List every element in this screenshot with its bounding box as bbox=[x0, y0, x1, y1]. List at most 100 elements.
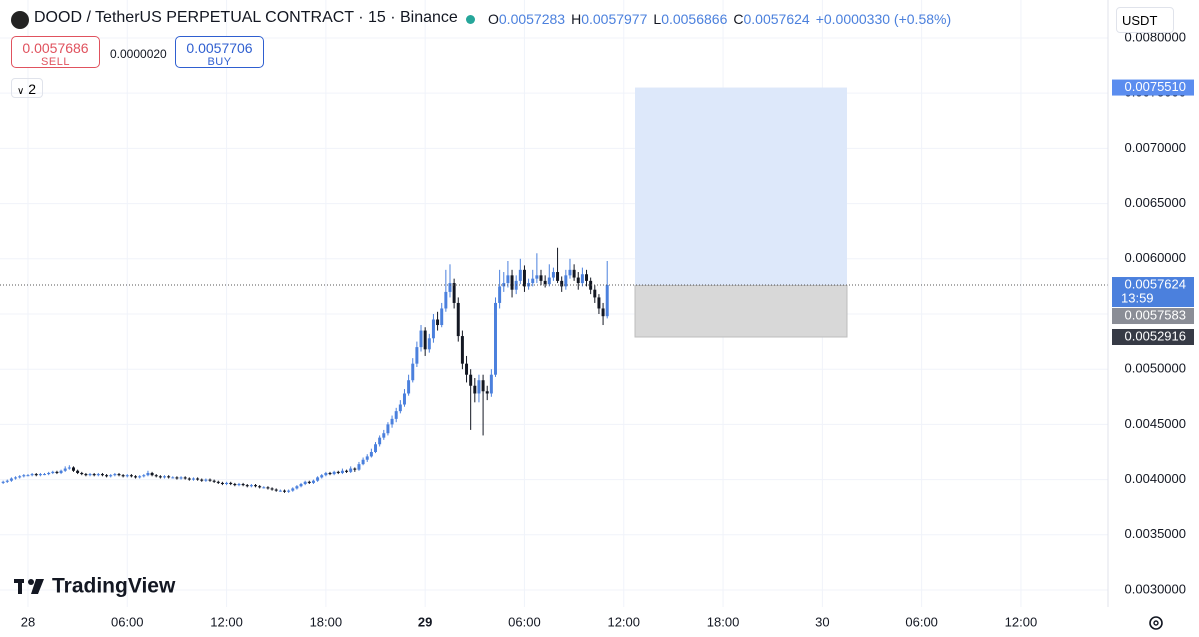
candle-body bbox=[88, 474, 92, 476]
candles bbox=[1, 247, 609, 493]
candle-body bbox=[531, 278, 535, 284]
candle-body bbox=[494, 302, 497, 375]
price-label-bg bbox=[1112, 328, 1194, 345]
candle-body bbox=[560, 280, 564, 287]
loss-zone bbox=[634, 284, 848, 338]
buy-label[interactable]: BUY bbox=[207, 56, 232, 68]
candle-body bbox=[266, 487, 270, 489]
candle-body bbox=[349, 468, 353, 472]
candle-body bbox=[204, 479, 208, 481]
gear[interactable] bbox=[1149, 616, 1163, 630]
candle-body bbox=[460, 336, 464, 364]
settings-icon[interactable] bbox=[1149, 616, 1163, 630]
x-tick-label: 12:00 bbox=[1005, 614, 1038, 629]
candle-body bbox=[506, 275, 510, 284]
indicator-toggle[interactable]: ∨ 2 bbox=[11, 78, 43, 98]
ohlc-key: L bbox=[653, 11, 662, 27]
candle-body bbox=[465, 363, 469, 375]
x-tick-label: 30 bbox=[815, 614, 829, 629]
candle-body bbox=[489, 374, 493, 394]
candle-body bbox=[241, 484, 245, 486]
position-tool bbox=[634, 87, 848, 338]
candle-body bbox=[361, 459, 365, 465]
candle-body bbox=[233, 484, 237, 486]
candle-body bbox=[431, 319, 435, 339]
candle-body bbox=[30, 474, 34, 476]
indicator-count[interactable]: 2 bbox=[28, 81, 37, 97]
candle-body bbox=[473, 385, 477, 394]
y-tick-label: 0.0070000 bbox=[1125, 140, 1186, 155]
candle-body bbox=[572, 269, 576, 278]
candle-body bbox=[200, 479, 204, 481]
ohlc-value: 0.0057977 bbox=[581, 11, 648, 27]
ohlc-change: +0.0000330 (+0.58%) bbox=[815, 11, 952, 27]
grid bbox=[0, 0, 1108, 607]
y-tick-label: 0.0050000 bbox=[1125, 361, 1186, 376]
candle-body bbox=[196, 478, 200, 480]
candle-body bbox=[63, 468, 67, 471]
candle-body bbox=[411, 363, 415, 381]
candle-body bbox=[270, 488, 274, 490]
y-tick-label: 0.0035000 bbox=[1125, 526, 1186, 541]
candle-body bbox=[129, 475, 133, 477]
buy-button[interactable]: 0.0057706 BUY bbox=[175, 36, 264, 68]
candle-body bbox=[191, 478, 195, 480]
candle-body bbox=[146, 472, 150, 476]
x-tick-label: 06:00 bbox=[508, 614, 541, 629]
candle-body bbox=[109, 475, 113, 477]
currency-button[interactable]: USDT bbox=[1116, 7, 1174, 33]
buy-price[interactable]: 0.0057706 bbox=[186, 40, 253, 56]
gear-hub[interactable] bbox=[1153, 620, 1159, 626]
x-tick-label: 18:00 bbox=[707, 614, 740, 629]
sell-button[interactable]: 0.0057686 SELL bbox=[11, 36, 100, 68]
chevron[interactable]: ∨ bbox=[17, 86, 25, 97]
candle-body bbox=[324, 472, 328, 476]
candle-body bbox=[382, 433, 386, 438]
brand: TradingView bbox=[52, 575, 176, 598]
candle-body bbox=[183, 477, 187, 479]
ohlc-value: 0.0056866 bbox=[661, 11, 728, 27]
candle-body bbox=[84, 474, 88, 476]
candle-body bbox=[175, 477, 179, 479]
candle-body bbox=[336, 471, 340, 473]
candle-body bbox=[444, 291, 448, 309]
candle-body bbox=[374, 444, 378, 452]
candle-body bbox=[38, 474, 42, 476]
candle-body bbox=[340, 470, 344, 473]
sell-label[interactable]: SELL bbox=[41, 56, 70, 68]
candle-body bbox=[510, 275, 514, 290]
candle-body bbox=[258, 486, 262, 488]
candle-body bbox=[601, 308, 605, 317]
price-label: 0.0057624 bbox=[1125, 276, 1186, 291]
candle-body bbox=[522, 269, 526, 287]
candle-body bbox=[353, 468, 357, 470]
candle-body bbox=[386, 424, 390, 434]
price-label-bg bbox=[1112, 79, 1194, 96]
candle-body bbox=[440, 308, 444, 326]
candle-body bbox=[423, 330, 427, 350]
x-tick-label: 12:00 bbox=[607, 614, 640, 629]
symbol-icon bbox=[11, 11, 29, 29]
candle-body bbox=[543, 280, 547, 285]
candle-body bbox=[9, 478, 13, 481]
candle-body bbox=[26, 475, 30, 477]
candle-body bbox=[18, 476, 22, 478]
ohlc-value: 0.0057283 bbox=[498, 11, 566, 27]
candle-body bbox=[113, 474, 117, 476]
candle-body bbox=[469, 374, 473, 386]
candle-body bbox=[345, 470, 349, 472]
candle-body bbox=[539, 275, 543, 281]
candle-body bbox=[436, 319, 440, 326]
candle-body bbox=[121, 475, 125, 477]
candle-body bbox=[365, 456, 369, 460]
logo-icon bbox=[31, 579, 44, 594]
candle-body bbox=[80, 472, 84, 475]
sell-price[interactable]: 0.0057686 bbox=[22, 40, 89, 56]
market-status bbox=[466, 15, 475, 24]
candle-body bbox=[535, 275, 539, 279]
logo: TradingView bbox=[14, 575, 176, 598]
profit-zone bbox=[635, 87, 848, 286]
